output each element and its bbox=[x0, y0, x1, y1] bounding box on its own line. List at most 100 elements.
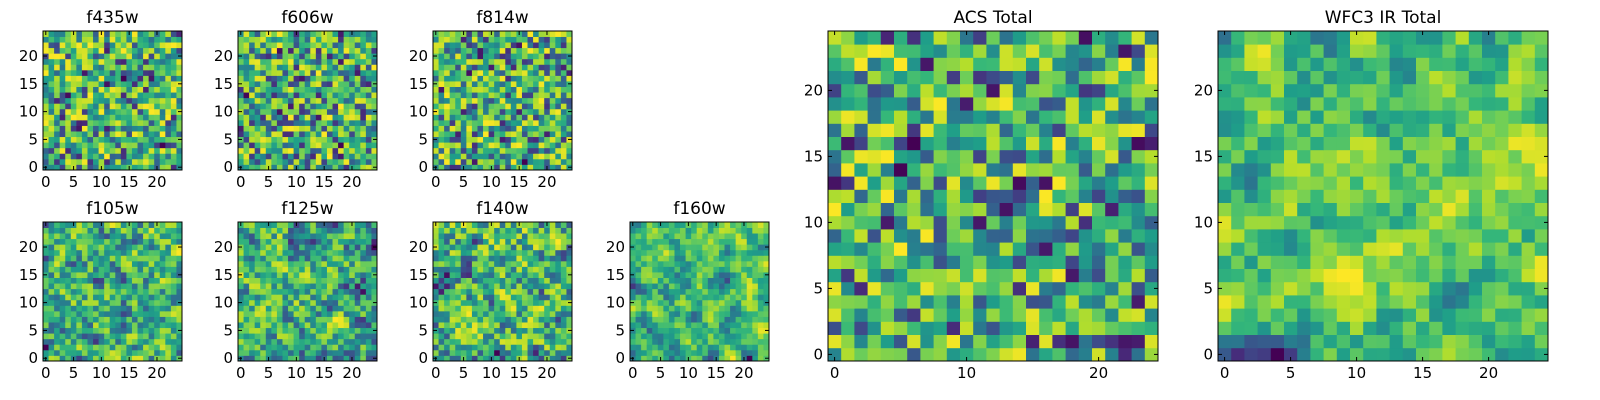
heatmap-cell bbox=[282, 103, 289, 110]
heatmap-cell bbox=[249, 164, 256, 171]
x-tick-label: 20 bbox=[342, 173, 361, 191]
heatmap-cell bbox=[444, 288, 451, 295]
heatmap-cell bbox=[533, 355, 540, 362]
heatmap-cell bbox=[438, 153, 445, 160]
heatmap-cell bbox=[137, 255, 144, 262]
heatmap-cell bbox=[471, 338, 478, 345]
heatmap-cell bbox=[746, 299, 753, 306]
heatmap-cell bbox=[304, 53, 311, 60]
heatmap-cell bbox=[265, 316, 272, 323]
heatmap-cell bbox=[170, 97, 177, 104]
heatmap-cell bbox=[343, 333, 350, 340]
heatmap-cell bbox=[148, 294, 155, 301]
heatmap-cell bbox=[76, 31, 83, 37]
heatmap-cell bbox=[93, 103, 99, 110]
heatmap-cell bbox=[48, 53, 55, 60]
heatmap-cell bbox=[326, 355, 333, 362]
heatmap-cell bbox=[137, 136, 144, 143]
heatmap-cell bbox=[488, 266, 495, 273]
heatmap-cell bbox=[249, 64, 256, 71]
heatmap-cell bbox=[516, 97, 523, 104]
heatmap-cell bbox=[143, 299, 150, 306]
heatmap-cell bbox=[304, 64, 311, 71]
heatmap-cell bbox=[946, 268, 961, 283]
heatmap-cell bbox=[828, 229, 842, 243]
heatmap-cell bbox=[433, 227, 439, 234]
heatmap-cell bbox=[81, 58, 88, 65]
heatmap-cell bbox=[349, 344, 356, 351]
heatmap-cell bbox=[1144, 202, 1159, 217]
heatmap-cell bbox=[527, 316, 534, 323]
heatmap-cell bbox=[483, 288, 489, 295]
heatmap-cell bbox=[304, 255, 311, 262]
heatmap-cell bbox=[54, 69, 61, 76]
heatmap-cell bbox=[560, 249, 567, 256]
heatmap-cell bbox=[735, 322, 742, 329]
heatmap-cell bbox=[1105, 176, 1119, 190]
heatmap-cell bbox=[143, 108, 150, 115]
heatmap-cell bbox=[109, 327, 116, 334]
heatmap-cell bbox=[354, 119, 361, 126]
heatmap-cell bbox=[516, 92, 523, 99]
heatmap-cell bbox=[455, 64, 462, 71]
heatmap-cell bbox=[707, 294, 714, 301]
heatmap-cell bbox=[477, 108, 484, 115]
heatmap-cell bbox=[555, 266, 562, 273]
heatmap-cell bbox=[109, 288, 116, 295]
heatmap-cell bbox=[249, 42, 256, 49]
heatmap-cell bbox=[176, 31, 183, 37]
heatmap-cell bbox=[438, 158, 445, 165]
heatmap-cell bbox=[310, 244, 317, 251]
heatmap-cell bbox=[477, 310, 484, 317]
heatmap-cell bbox=[282, 131, 289, 138]
heatmap-cell bbox=[282, 222, 289, 228]
heatmap-cell bbox=[641, 294, 648, 301]
heatmap-cell bbox=[741, 277, 748, 284]
heatmap-cell bbox=[360, 244, 367, 251]
heatmap-cell bbox=[360, 119, 367, 126]
heatmap-cell bbox=[724, 222, 731, 228]
heatmap-cell bbox=[81, 64, 88, 71]
heatmap-cell bbox=[131, 344, 138, 351]
heatmap-cell bbox=[338, 36, 345, 43]
heatmap-cell bbox=[254, 92, 261, 99]
heatmap-cell bbox=[499, 36, 506, 43]
heatmap-cell bbox=[115, 58, 122, 65]
heatmap-cell bbox=[98, 283, 105, 290]
heatmap-cell bbox=[471, 153, 478, 160]
heatmap-cell bbox=[735, 277, 742, 284]
heatmap-cell bbox=[143, 114, 150, 121]
heatmap-cell bbox=[126, 272, 133, 278]
heatmap-cell bbox=[455, 238, 462, 245]
heatmap-cell bbox=[433, 294, 439, 301]
heatmap-cell bbox=[93, 272, 99, 278]
heatmap-cell bbox=[299, 355, 306, 362]
heatmap-cell bbox=[477, 92, 484, 99]
heatmap-cell bbox=[538, 92, 545, 99]
heatmap-cell bbox=[973, 321, 987, 335]
heatmap-cell bbox=[104, 349, 111, 356]
heatmap-cell bbox=[315, 272, 322, 278]
heatmap-cell bbox=[59, 47, 66, 54]
heatmap-cell bbox=[674, 283, 681, 290]
heatmap-cell bbox=[288, 164, 294, 171]
heatmap-cell bbox=[455, 119, 462, 126]
heatmap-cell bbox=[674, 227, 681, 234]
heatmap-cell bbox=[59, 322, 66, 329]
heatmap-cell bbox=[365, 338, 372, 345]
heatmap-cell bbox=[137, 272, 144, 278]
heatmap-cell bbox=[746, 249, 753, 256]
heatmap-cell bbox=[54, 114, 61, 121]
heatmap-cell bbox=[483, 131, 489, 138]
heatmap-cell bbox=[159, 92, 166, 99]
heatmap-cell bbox=[93, 288, 99, 295]
heatmap-cell bbox=[48, 233, 55, 240]
heatmap-cell bbox=[986, 229, 1000, 243]
heatmap-cell bbox=[282, 147, 289, 154]
heatmap-cell bbox=[59, 294, 66, 301]
heatmap-cell bbox=[59, 31, 66, 37]
heatmap-cell bbox=[527, 322, 534, 329]
heatmap-cell bbox=[555, 277, 562, 284]
heatmap-cell bbox=[338, 249, 345, 256]
heatmap-cell bbox=[243, 103, 250, 110]
